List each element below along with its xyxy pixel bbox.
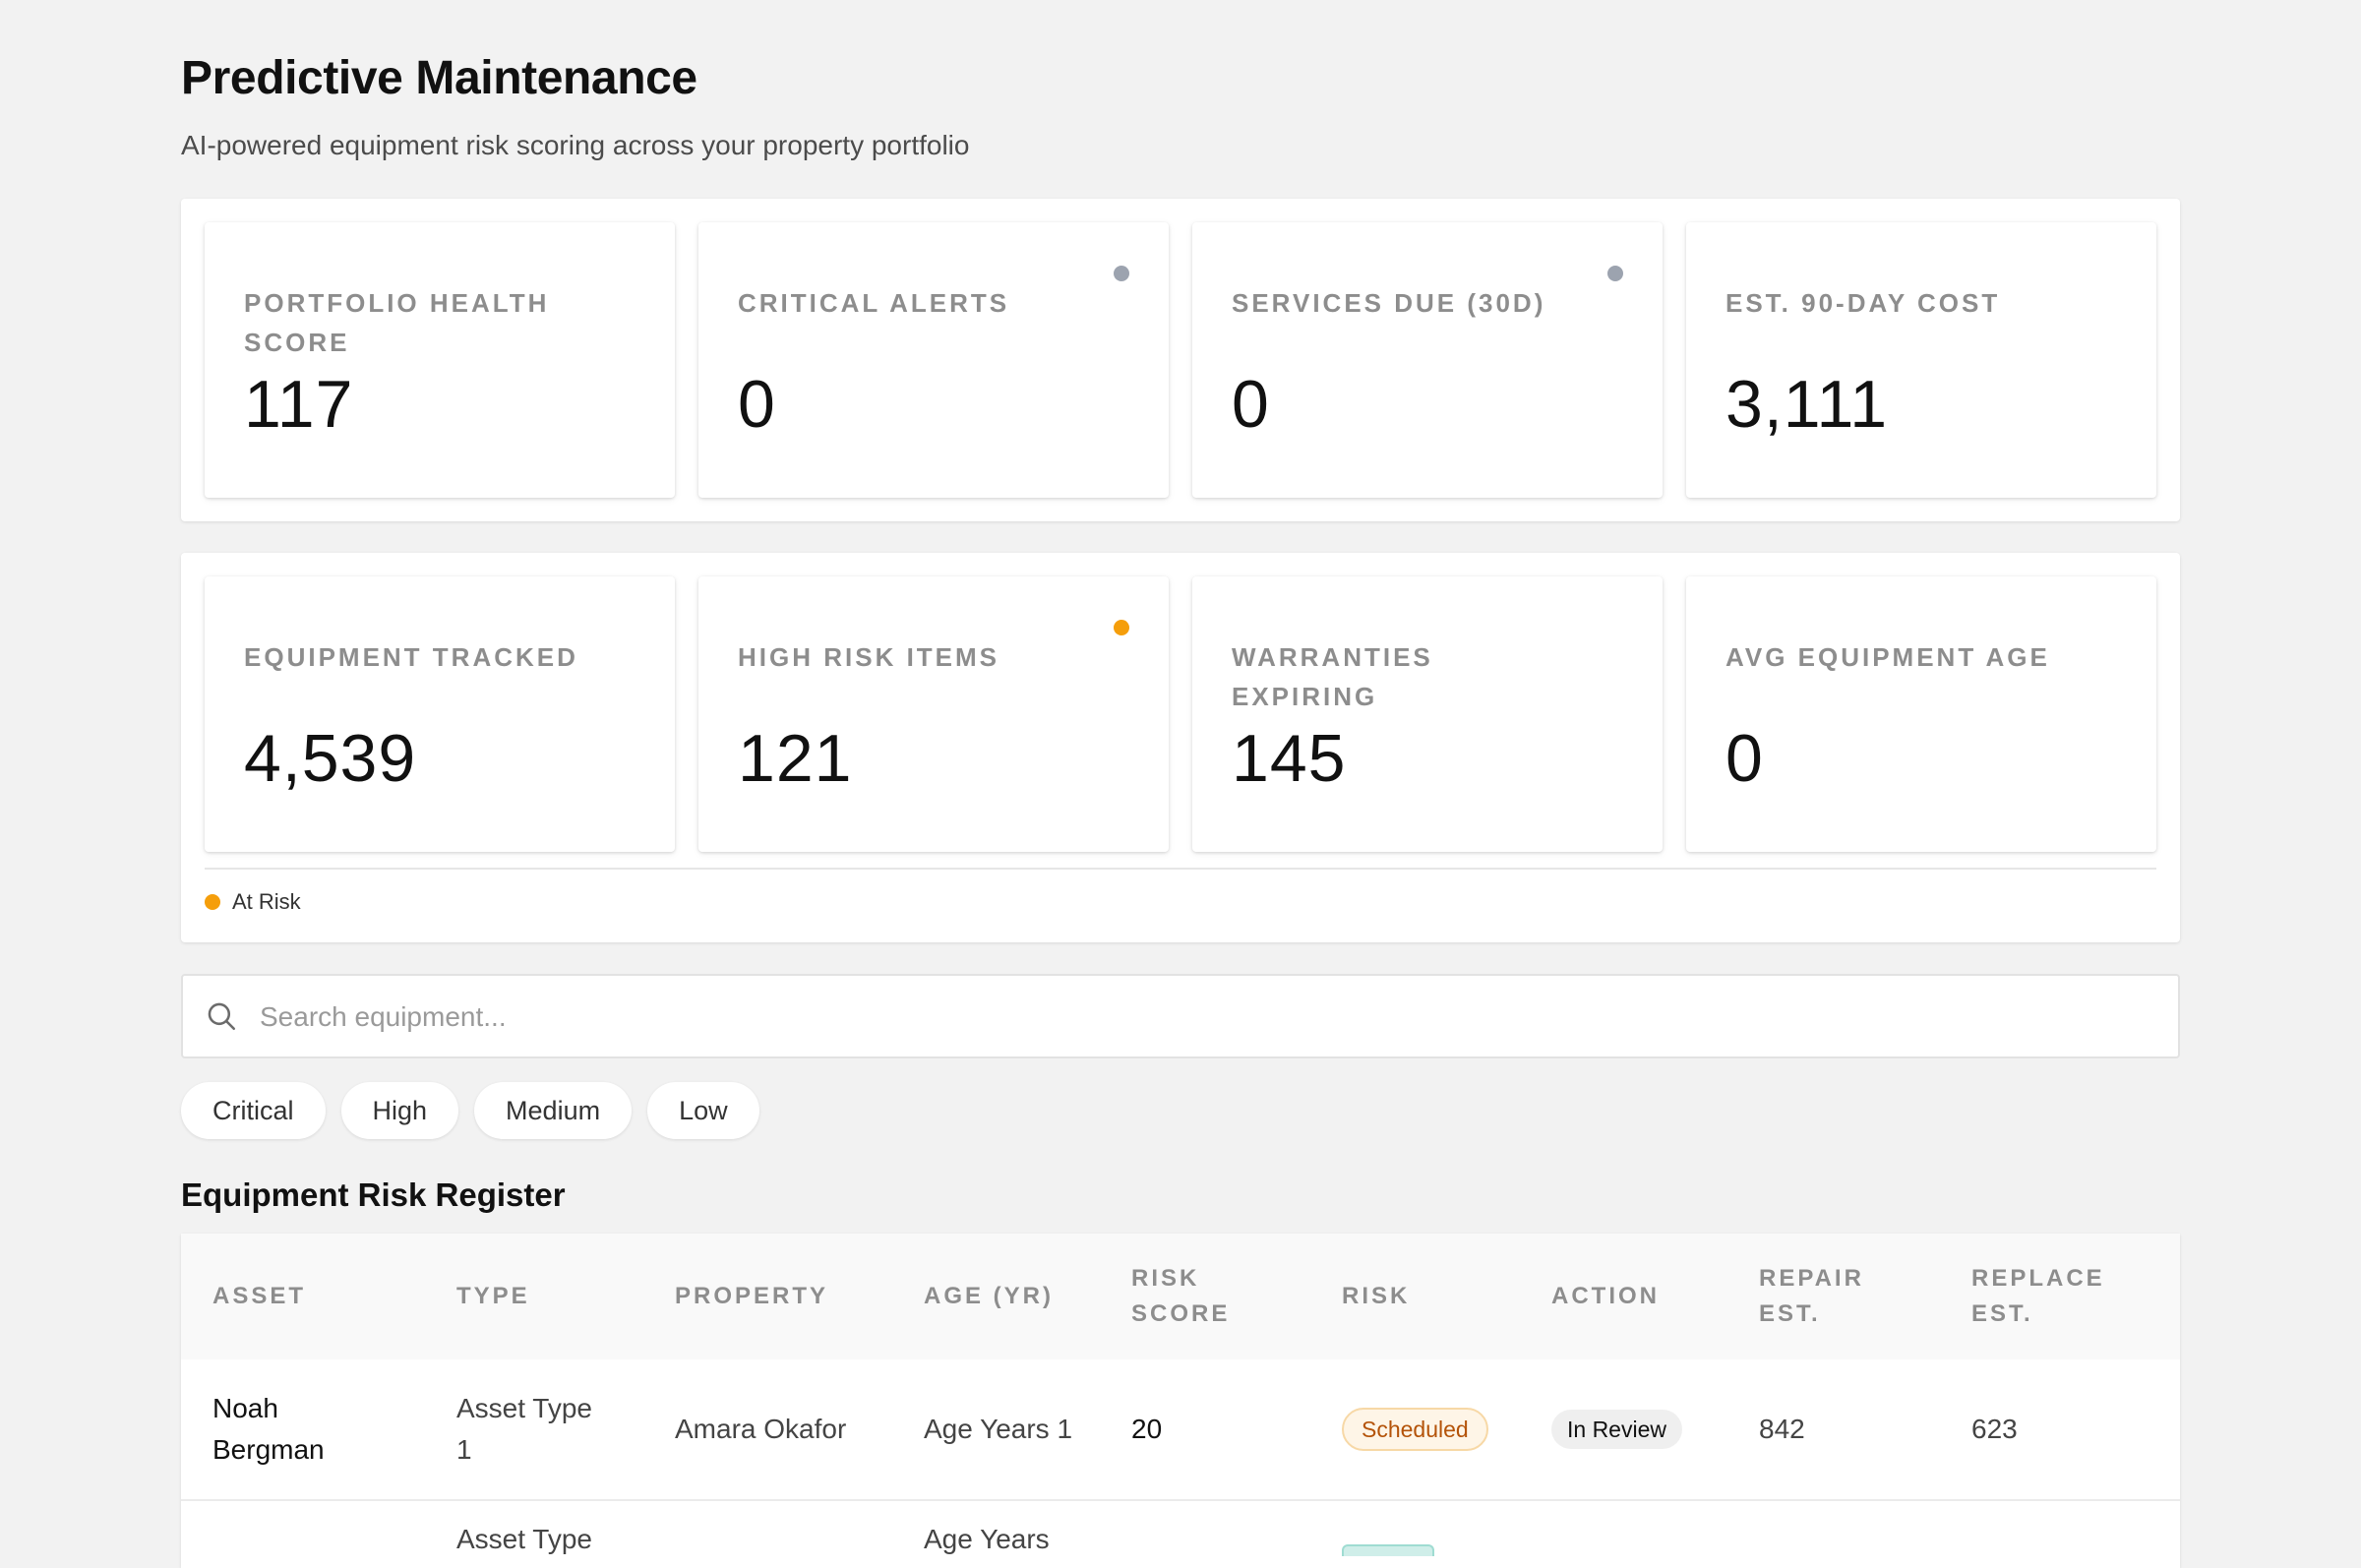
kpi-value: 0 xyxy=(738,367,776,442)
status-dot-icon xyxy=(1114,620,1129,635)
kpi-card-high-risk-items[interactable]: High Risk Items 121 xyxy=(698,576,1169,852)
column-header-type[interactable]: Type xyxy=(456,1283,530,1309)
kpi-card-est-cost[interactable]: Est. 90-Day Cost 3,111 xyxy=(1686,222,2156,498)
cell-asset: Noah Bergman xyxy=(212,1393,325,1465)
kpi-label: Portfolio Health Score xyxy=(244,288,550,357)
kpi-card-services-due[interactable]: Services Due (30d) 0 xyxy=(1192,222,1663,498)
cell-age: Age Years 1 xyxy=(924,1414,1073,1444)
page-subtitle: AI-powered equipment risk scoring across… xyxy=(181,130,970,160)
risk-badge: Scheduled xyxy=(1342,1408,1488,1451)
cell-age: Age Years xyxy=(924,1524,1050,1554)
filter-chip-low[interactable]: Low xyxy=(647,1082,759,1139)
kpi-panel-primary: Portfolio Health Score 117 Critical Aler… xyxy=(181,199,2180,521)
column-header-risk-score[interactable]: Risk Score xyxy=(1131,1265,1231,1327)
column-header-age[interactable]: Age (yr) xyxy=(924,1283,1054,1309)
kpi-value: 0 xyxy=(1725,721,1764,796)
status-dot-icon xyxy=(1607,266,1623,281)
kpi-value: 4,539 xyxy=(244,721,417,796)
kpi-value: 121 xyxy=(738,721,853,796)
risk-filter-chips: Critical High Medium Low xyxy=(181,1082,759,1139)
section-title: Equipment Risk Register xyxy=(181,1176,566,1213)
kpi-card-warranties-expiring[interactable]: Warranties Expiring 145 xyxy=(1192,576,1663,852)
column-header-asset[interactable]: Asset xyxy=(212,1283,307,1309)
column-header-repair-est[interactable]: Repair Est. xyxy=(1759,1265,1864,1327)
kpi-value: 145 xyxy=(1232,721,1347,796)
kpi-card-equipment-tracked[interactable]: Equipment Tracked 4,539 xyxy=(205,576,675,852)
column-header-action[interactable]: Action xyxy=(1551,1283,1660,1309)
table-row[interactable]: Noah Bergman Asset Type 1 Amara Okafor A… xyxy=(181,1359,2180,1501)
status-dot-icon xyxy=(1114,266,1129,281)
filter-chip-high[interactable]: High xyxy=(340,1082,459,1139)
kpi-panel-secondary: Equipment Tracked 4,539 High Risk Items … xyxy=(181,553,2180,942)
kpi-card-critical-alerts[interactable]: Critical Alerts 0 xyxy=(698,222,1169,498)
kpi-label: Avg Equipment Age xyxy=(1725,642,2050,672)
cell-risk: Scheduled xyxy=(1342,1359,1529,1499)
kpi-label: Services Due (30d) xyxy=(1232,288,1546,318)
kpi-value: 117 xyxy=(244,367,354,442)
column-header-property[interactable]: Property xyxy=(675,1283,829,1309)
legend-label: At Risk xyxy=(232,889,301,914)
cell-property: Amara Okafor xyxy=(675,1414,847,1444)
kpi-card-avg-age[interactable]: Avg Equipment Age 0 xyxy=(1686,576,2156,852)
table-header: Asset Type Property Age (yr) Risk Score … xyxy=(181,1234,2180,1359)
action-badge[interactable]: In Review xyxy=(1551,1410,1682,1449)
cell-replace-est: 623 xyxy=(1971,1414,2018,1444)
divider xyxy=(205,868,2156,870)
legend: At Risk xyxy=(205,889,301,915)
table-row[interactable]: Asset Type Age Years xyxy=(181,1501,2180,1568)
kpi-label: Warranties Expiring xyxy=(1232,642,1433,711)
cell-risk xyxy=(1342,1544,1529,1556)
kpi-value: 0 xyxy=(1232,367,1270,442)
kpi-label: Equipment Tracked xyxy=(244,642,578,672)
cell-action: In Review xyxy=(1551,1359,1738,1499)
cell-risk-score: 20 xyxy=(1131,1414,1163,1444)
legend-dot-icon xyxy=(205,894,220,910)
risk-badge xyxy=(1342,1544,1434,1556)
filter-chip-medium[interactable]: Medium xyxy=(474,1082,633,1139)
kpi-label: Critical Alerts xyxy=(738,288,1010,318)
cell-type: Asset Type xyxy=(456,1524,593,1554)
column-header-risk[interactable]: Risk xyxy=(1342,1283,1411,1309)
equipment-risk-table: Asset Type Property Age (yr) Risk Score … xyxy=(181,1234,2180,1568)
search-icon xyxy=(208,1002,236,1031)
kpi-value: 3,111 xyxy=(1725,367,1889,442)
search-box xyxy=(181,974,2180,1058)
page-title: Predictive Maintenance xyxy=(181,52,697,104)
kpi-label: Est. 90-Day Cost xyxy=(1725,288,2001,318)
cell-repair-est: 842 xyxy=(1759,1414,1805,1444)
kpi-label: High Risk Items xyxy=(738,642,1000,672)
search-input[interactable] xyxy=(258,976,2131,1058)
filter-chip-critical[interactable]: Critical xyxy=(181,1082,326,1139)
cell-type: Asset Type 1 xyxy=(456,1393,593,1465)
kpi-card-portfolio-health[interactable]: Portfolio Health Score 117 xyxy=(205,222,675,498)
column-header-replace-est[interactable]: Replace Est. xyxy=(1971,1265,2105,1327)
